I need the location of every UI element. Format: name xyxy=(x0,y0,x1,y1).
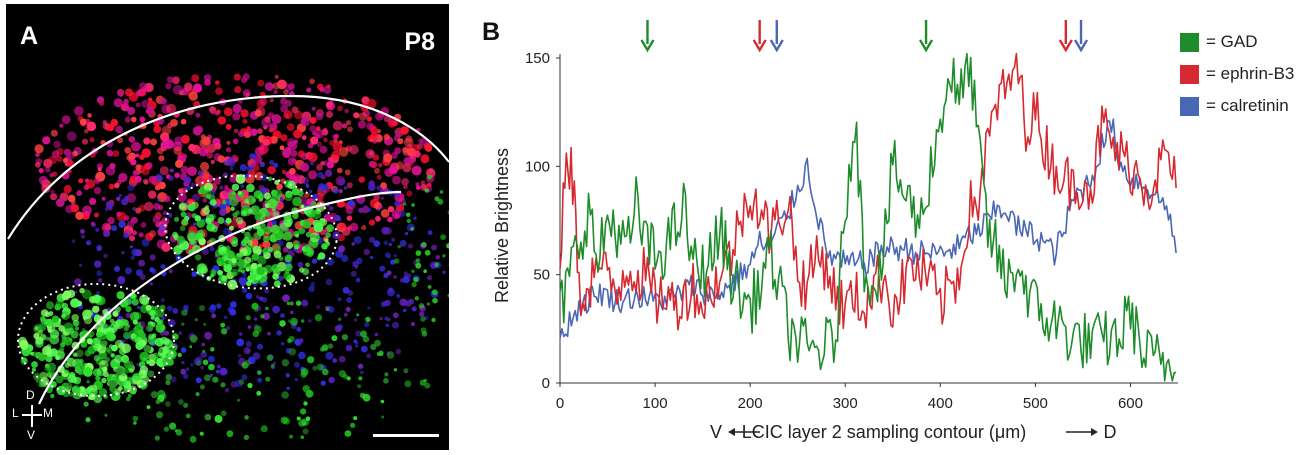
scale-bar xyxy=(373,434,439,437)
legend-label-gad: = GAD xyxy=(1206,32,1258,51)
x-axis-right-end: D xyxy=(1104,422,1117,442)
legend-label-calretinin: = calretinin xyxy=(1206,96,1289,115)
compass-lateral: L xyxy=(12,406,19,420)
x-tick-label: 100 xyxy=(643,395,668,412)
compass-ventral: V xyxy=(27,428,36,442)
outer-contour-line xyxy=(7,94,449,240)
x-tick-label: 200 xyxy=(738,395,763,412)
micrograph-panel: A P8 D L M V xyxy=(6,4,449,450)
legend-item-gad: = GAD xyxy=(1180,30,1294,54)
series-line-ephrin-b3 xyxy=(559,52,1177,331)
legend-item-ephrin: = ephrin-B3 xyxy=(1180,62,1294,86)
x-tick-label: 300 xyxy=(833,395,858,412)
y-tick-label: 150 xyxy=(525,50,550,67)
y-axis-title: Relative Brightness xyxy=(492,148,512,303)
x-axis-right-arrowhead xyxy=(1091,428,1098,436)
marker-arrowhead-gad xyxy=(640,39,655,53)
age-label: P8 xyxy=(404,28,435,56)
compass-dorsal: D xyxy=(26,388,35,402)
x-tick-label: 500 xyxy=(1023,395,1048,412)
compass-medial: M xyxy=(43,406,53,420)
ephrin-cells xyxy=(34,73,436,257)
marker-arrowhead-calretinin xyxy=(769,39,784,53)
y-tick-label: 0 xyxy=(542,375,550,392)
layer-contour-line xyxy=(38,190,402,405)
x-axis-left-end: V xyxy=(710,422,722,442)
gad-cluster-lower xyxy=(18,287,179,404)
panel-a-label: A xyxy=(20,22,39,50)
series-line-gad xyxy=(559,52,1177,382)
legend-swatch-ephrin xyxy=(1180,64,1199,84)
panel-b-label: B xyxy=(482,18,501,46)
legend-swatch-gad xyxy=(1180,32,1199,52)
x-axis-title: LCIC layer 2 sampling contour (μm) xyxy=(742,422,1026,442)
x-tick-label: 400 xyxy=(928,395,953,412)
series-line-calretinin xyxy=(559,118,1177,339)
dotted-outline-upper xyxy=(164,174,338,290)
dotted-outline-lower xyxy=(17,283,175,397)
chart-legend: = GAD = ephrin-B3 = calretinin xyxy=(1180,30,1294,126)
y-tick-label: 50 xyxy=(533,267,550,284)
marker-arrowhead-ephrin-b3 xyxy=(752,39,767,53)
y-tick-label: 100 xyxy=(525,158,550,175)
micrograph-image xyxy=(7,73,449,443)
legend-label-ephrin: = ephrin-B3 xyxy=(1206,64,1295,83)
legend-item-calretinin: = calretinin xyxy=(1180,94,1294,118)
marker-arrowhead-calretinin xyxy=(1073,39,1089,53)
marker-arrowhead-ephrin-b3 xyxy=(1058,39,1073,53)
marker-arrowhead-gad xyxy=(919,39,934,53)
x-tick-label: 0 xyxy=(556,395,564,412)
legend-swatch-calretinin xyxy=(1180,96,1199,116)
x-axis-left-arrowhead xyxy=(728,428,735,436)
gad-edge xyxy=(393,174,449,337)
gad-cluster-upper xyxy=(172,174,334,290)
x-tick-label: 600 xyxy=(1118,395,1143,412)
